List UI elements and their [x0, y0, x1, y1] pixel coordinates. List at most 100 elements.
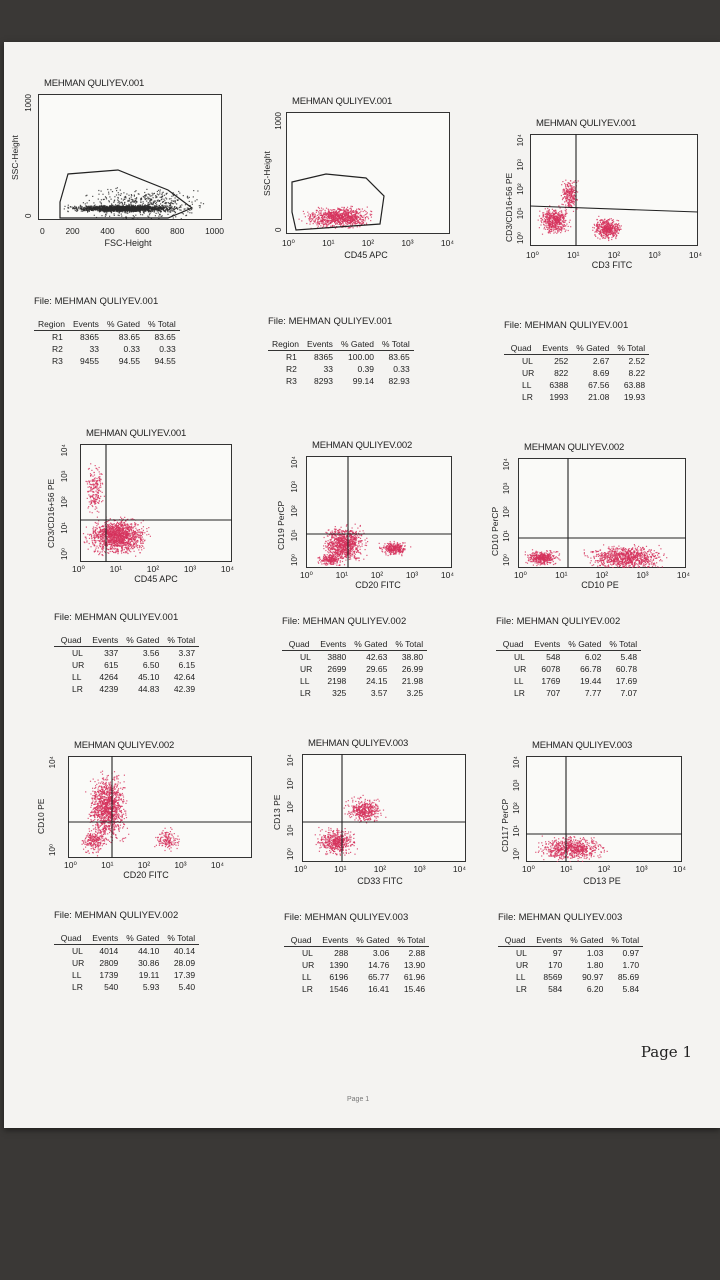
- table-cell: 6.15: [178, 660, 196, 670]
- table-cell: 90.97: [582, 972, 604, 982]
- x-axis-label: CD13 PE: [583, 876, 621, 886]
- table-cell: 97: [552, 948, 563, 958]
- column-header: Quad: [282, 639, 317, 651]
- table-cell: 548: [546, 652, 561, 662]
- column-header: Quad: [284, 935, 319, 947]
- table-cell: 19.11: [138, 970, 160, 980]
- table-row: UL 337 3.56 3.37: [54, 647, 199, 660]
- y-axis-label: CD117 PerCP: [500, 798, 510, 852]
- file-label: File: MEHMAN QULIYEV.002: [496, 616, 621, 627]
- table-cell: 83.65: [118, 332, 141, 342]
- table-cell: LR: [516, 984, 527, 994]
- table-cell: 99.14: [352, 376, 375, 386]
- table-row: LR 584 6.20 5.84: [498, 983, 643, 995]
- table-cell: LR: [514, 688, 525, 698]
- column-header: Quad: [54, 933, 89, 945]
- table-cell: 100.00: [348, 352, 375, 362]
- table-cell: 8365: [80, 332, 99, 342]
- table-cell: 5.93: [142, 982, 160, 992]
- y-axis-label: CD10 PerCP: [490, 506, 500, 556]
- table-cell: 325: [332, 688, 347, 698]
- plot-area: [518, 458, 686, 568]
- stats-table-3: File: MEHMAN QULIYEV.001 Quad Events% Gate…: [504, 320, 650, 403]
- table-cell: 9455: [80, 356, 99, 366]
- table-cell: 28.09: [173, 958, 196, 968]
- table-cell: 3.56: [142, 648, 160, 658]
- column-header: % Gated: [352, 935, 394, 947]
- table-cell: 337: [104, 648, 119, 658]
- table-cell: 24.15: [366, 676, 388, 686]
- plot-area: [59, 169, 205, 220]
- table-cell: 83.65: [388, 352, 410, 362]
- table-row: R2 33 0.39 0.33: [268, 363, 414, 375]
- table-cell: 94.55: [118, 356, 141, 366]
- table-cell: 2699: [327, 664, 347, 674]
- table-cell: 61.96: [403, 972, 426, 982]
- plot-area: [68, 756, 252, 858]
- table-cell: UL: [72, 946, 83, 956]
- table-cell: R3: [286, 376, 297, 386]
- y-axis-ticks: 0 1000: [274, 112, 283, 232]
- table-cell: 14.76: [368, 960, 390, 970]
- event-dots: [81, 770, 180, 857]
- table-cell: 6196: [329, 972, 349, 982]
- column-header: Quad: [54, 635, 89, 647]
- table-cell: 584: [548, 984, 563, 994]
- stats-table: Quad Events% Gated% Total UL 4014 44.10 40.14…: [54, 933, 200, 993]
- table-cell: 1390: [329, 960, 349, 970]
- stats-table: Region Events% Gated% Total R1 8365 100.00 83…: [268, 339, 414, 387]
- stats-table-9: File: MEHMAN QULIYEV.003 Quad Events% Gate…: [498, 912, 644, 995]
- table-cell: 1546: [329, 984, 349, 994]
- table-row: R3 8293 99.14 82.93: [268, 375, 414, 387]
- plot-area: [302, 754, 466, 862]
- table-cell: LL: [300, 676, 310, 686]
- table-cell: 60.78: [615, 664, 638, 674]
- table-cell: 170: [548, 960, 563, 970]
- table-cell: 38.80: [401, 652, 424, 662]
- table-cell: 8.22: [628, 368, 646, 378]
- y-axis-label: CD3/CD16+56 PE: [504, 172, 514, 242]
- table-cell: 2.67: [592, 356, 610, 366]
- plot-area: [526, 756, 682, 862]
- table-cell: R2: [286, 364, 297, 374]
- table-cell: 0.33: [393, 364, 410, 374]
- y-axis-ticks: 10⁰ 10¹ 10² 10³ 10⁴: [512, 756, 521, 860]
- table-cell: UL: [522, 356, 533, 366]
- file-label: File: MEHMAN QULIYEV.001: [268, 316, 393, 327]
- table-cell: 7.07: [620, 688, 638, 698]
- table-row: LR 325 3.57 3.25: [282, 687, 427, 699]
- table-cell: 1.70: [622, 960, 640, 970]
- column-header: % Gated: [572, 343, 614, 355]
- event-dots: [63, 187, 205, 220]
- table-row: R1 8365 100.00 83.65: [268, 351, 414, 364]
- table-row: UL 288 3.06 2.88: [284, 947, 429, 960]
- stats-table: Quad Events% Gated% Total UL 252 2.67 2.52 UR 8…: [504, 343, 650, 403]
- column-header: Events: [532, 935, 567, 947]
- table-cell: 5.48: [620, 652, 638, 662]
- table-cell: 8293: [314, 376, 333, 386]
- plot-title: MEHMAN QULIYEV.001: [44, 78, 145, 89]
- column-header: % Gated: [564, 639, 606, 651]
- table-cell: 8365: [314, 352, 333, 362]
- page-footer-faint: Page 1: [347, 1096, 370, 1103]
- table-cell: 2.52: [628, 356, 646, 366]
- x-axis-ticks: 10⁰ 10¹ 10² 10³ 10⁴: [72, 564, 234, 574]
- table-cell: 4239: [99, 684, 119, 694]
- table-cell: UR: [72, 660, 85, 670]
- event-dots: [537, 179, 622, 242]
- table-cell: 3.57: [370, 688, 388, 698]
- table-cell: 5.40: [178, 982, 196, 992]
- y-axis-label: CD13 PE: [272, 794, 282, 830]
- table-row: UR 615 6.50 6.15: [54, 659, 199, 671]
- column-header: % Gated: [122, 933, 164, 945]
- table-cell: 6078: [541, 664, 561, 674]
- file-label: File: MEHMAN QULIYEV.001: [504, 320, 629, 331]
- y-axis-label: CD10 PE: [36, 798, 46, 834]
- x-axis-label: CD33 FITC: [357, 876, 403, 886]
- table-cell: 83.65: [154, 332, 176, 342]
- file-label: File: MEHMAN QULIYEV.002: [54, 910, 179, 921]
- table-cell: 17.69: [615, 676, 638, 686]
- table-cell: 15.46: [403, 984, 426, 994]
- table-cell: 6.50: [142, 660, 160, 670]
- column-header: Events: [316, 639, 351, 651]
